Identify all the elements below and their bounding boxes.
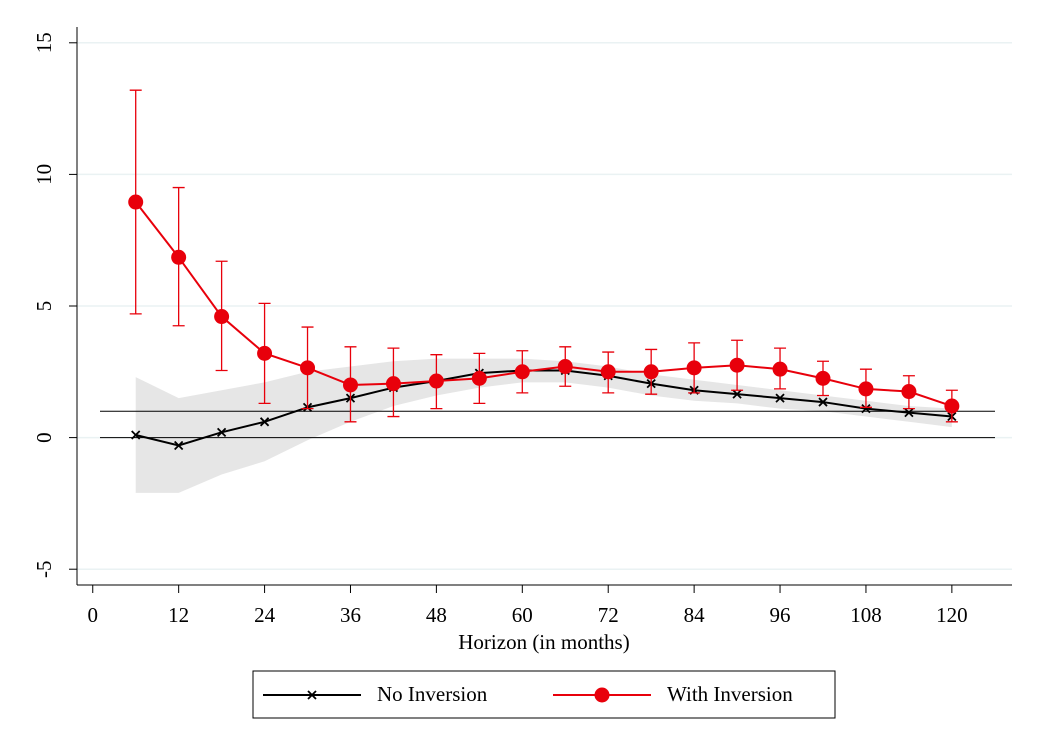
marker: [131, 430, 141, 440]
legend-box: [252, 670, 836, 719]
x-tick-label: 120: [936, 603, 968, 627]
marker: [471, 370, 487, 386]
marker: [686, 360, 702, 376]
marker: [729, 357, 745, 373]
marker: [643, 364, 659, 380]
x-tick-label: 84: [684, 603, 706, 627]
marker: [904, 407, 914, 418]
series-line: [135, 369, 952, 447]
confidence-band: [135, 358, 952, 493]
y-tick-label: 15: [32, 32, 56, 53]
marker: [385, 376, 401, 392]
marker: [815, 370, 831, 386]
marker: [861, 404, 871, 414]
y-tick-label: 10: [32, 164, 56, 185]
marker: [732, 389, 742, 399]
marker: [214, 309, 230, 325]
marker: [216, 427, 227, 437]
marker: [772, 361, 788, 377]
x-tick-label: 48: [426, 603, 447, 627]
legend-marker: [307, 690, 317, 700]
legend-label: No Inversion: [377, 682, 488, 706]
x-tick-label: 24: [254, 603, 276, 627]
marker: [818, 397, 828, 407]
y-tick-label: -5: [32, 560, 56, 578]
marker: [171, 249, 187, 265]
marker: [600, 364, 616, 380]
marker: [428, 373, 444, 389]
x-tick-label: 72: [598, 603, 619, 627]
y-tick-label: 5: [32, 301, 56, 312]
marker: [174, 440, 184, 451]
legend-marker: [594, 687, 610, 703]
marker: [257, 345, 273, 361]
marker: [342, 377, 358, 393]
marker: [259, 417, 270, 427]
marker: [557, 359, 573, 375]
x-axis-label: Horizon (in months): [458, 630, 629, 654]
marker: [128, 194, 144, 210]
x-tick-label: 0: [88, 603, 99, 627]
y-tick-label: 0: [32, 432, 56, 443]
marker: [514, 364, 530, 380]
marker: [775, 393, 785, 403]
marker: [901, 384, 917, 400]
x-tick-label: 96: [770, 603, 791, 627]
marker: [858, 381, 874, 397]
x-tick-label: 108: [850, 603, 882, 627]
x-tick-label: 12: [168, 603, 189, 627]
x-tick-label: 36: [340, 603, 361, 627]
legend-label: With Inversion: [667, 682, 793, 706]
marker: [300, 360, 316, 376]
marker: [944, 398, 960, 414]
x-tick-label: 60: [512, 603, 533, 627]
